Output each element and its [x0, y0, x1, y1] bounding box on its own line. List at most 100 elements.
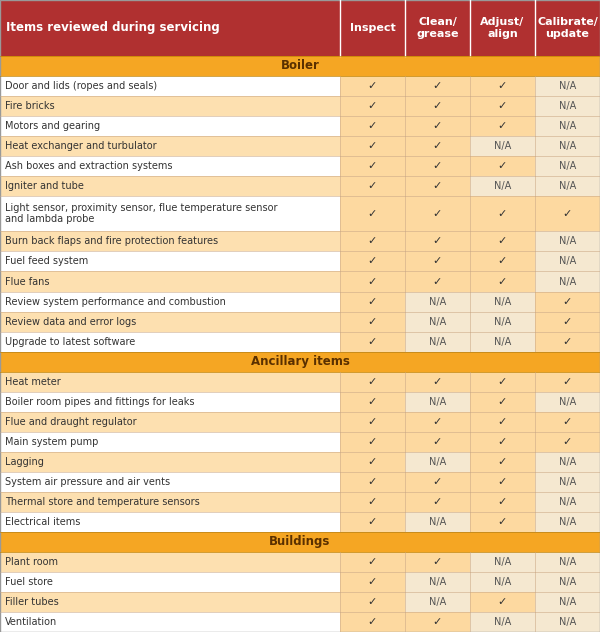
Text: Filler tubes: Filler tubes [5, 597, 59, 607]
Bar [340, 612, 405, 632]
Text: N/A: N/A [559, 457, 576, 467]
Bar [470, 392, 535, 411]
Text: Light sensor, proximity sensor, flue temperature sensor
and lambda probe: Light sensor, proximity sensor, flue tem… [5, 203, 277, 224]
Text: N/A: N/A [429, 296, 446, 307]
Bar [535, 136, 600, 155]
Text: Fuel feed system: Fuel feed system [5, 257, 88, 267]
Bar [470, 411, 535, 432]
Bar [340, 272, 405, 291]
Text: ✓: ✓ [368, 181, 377, 191]
Bar [470, 252, 535, 272]
Text: ✓: ✓ [498, 277, 507, 286]
Bar [470, 231, 535, 252]
Text: ✓: ✓ [433, 617, 442, 627]
Bar [535, 252, 600, 272]
Text: ✓: ✓ [498, 517, 507, 527]
Text: N/A: N/A [559, 517, 576, 527]
Bar [340, 392, 405, 411]
Bar [405, 372, 470, 392]
Bar [340, 231, 405, 252]
Bar [405, 552, 470, 572]
Bar [0, 56, 600, 76]
Text: ✓: ✓ [563, 209, 572, 219]
Bar [0, 136, 340, 155]
Bar [470, 552, 535, 572]
Text: ✓: ✓ [368, 397, 377, 406]
Bar [470, 432, 535, 452]
Bar [0, 272, 340, 291]
Text: Ventilation: Ventilation [5, 617, 57, 627]
Text: ✓: ✓ [368, 416, 377, 427]
Text: ✓: ✓ [563, 317, 572, 327]
Bar [535, 512, 600, 532]
Text: Thermal store and temperature sensors: Thermal store and temperature sensors [5, 497, 200, 507]
Bar [340, 95, 405, 116]
Text: ✓: ✓ [563, 337, 572, 346]
Text: ✓: ✓ [433, 81, 442, 90]
Bar [405, 231, 470, 252]
Bar [340, 432, 405, 452]
Text: N/A: N/A [559, 121, 576, 131]
Text: N/A: N/A [429, 577, 446, 587]
Bar [405, 332, 470, 351]
Bar [340, 411, 405, 432]
Bar [0, 432, 340, 452]
Text: ✓: ✓ [433, 141, 442, 151]
Bar [470, 176, 535, 196]
Text: Flue fans: Flue fans [5, 277, 49, 286]
Bar [340, 176, 405, 196]
Text: ✓: ✓ [433, 121, 442, 131]
Text: Ancillary items: Ancillary items [251, 355, 349, 368]
Bar [405, 155, 470, 176]
Bar [0, 291, 340, 312]
Text: N/A: N/A [559, 557, 576, 567]
Bar [535, 552, 600, 572]
Bar [535, 411, 600, 432]
Text: ✓: ✓ [498, 597, 507, 607]
Text: ✓: ✓ [498, 236, 507, 246]
Text: Igniter and tube: Igniter and tube [5, 181, 84, 191]
Text: N/A: N/A [559, 277, 576, 286]
Bar [470, 76, 535, 95]
Bar [405, 612, 470, 632]
Bar [470, 291, 535, 312]
Bar [470, 572, 535, 592]
Text: Heat exchanger and turbulator: Heat exchanger and turbulator [5, 141, 157, 151]
Text: ✓: ✓ [433, 277, 442, 286]
Bar [535, 572, 600, 592]
Bar [340, 155, 405, 176]
Text: ✓: ✓ [368, 477, 377, 487]
Bar [405, 252, 470, 272]
Bar [405, 452, 470, 471]
Text: ✓: ✓ [368, 317, 377, 327]
Bar [405, 291, 470, 312]
Text: ✓: ✓ [368, 557, 377, 567]
Bar [405, 592, 470, 612]
Text: Items reviewed during servicing: Items reviewed during servicing [6, 21, 220, 34]
Bar [470, 116, 535, 136]
Bar [535, 76, 600, 95]
Bar [0, 552, 340, 572]
Text: N/A: N/A [494, 296, 511, 307]
Text: ✓: ✓ [498, 397, 507, 406]
Text: Boiler room pipes and fittings for leaks: Boiler room pipes and fittings for leaks [5, 397, 194, 406]
Bar [535, 392, 600, 411]
Text: Lagging: Lagging [5, 457, 44, 467]
Text: N/A: N/A [559, 577, 576, 587]
Bar [470, 492, 535, 512]
Bar [340, 492, 405, 512]
Text: N/A: N/A [494, 141, 511, 151]
Bar [0, 572, 340, 592]
Text: ✓: ✓ [563, 416, 572, 427]
Text: ✓: ✓ [498, 377, 507, 387]
Text: ✓: ✓ [368, 141, 377, 151]
Text: ✓: ✓ [563, 296, 572, 307]
Text: ✓: ✓ [498, 100, 507, 111]
Text: ✓: ✓ [433, 557, 442, 567]
Text: ✓: ✓ [368, 121, 377, 131]
Bar [405, 411, 470, 432]
Bar [535, 231, 600, 252]
Bar [470, 592, 535, 612]
Bar [0, 332, 340, 351]
Bar [0, 492, 340, 512]
